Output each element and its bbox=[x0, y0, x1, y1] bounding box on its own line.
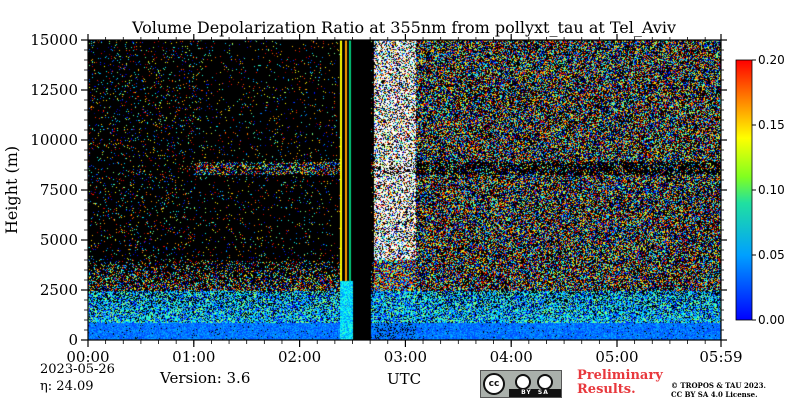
badge-strip: BY SA bbox=[509, 389, 561, 397]
colorbar-ticks: 0.00 0.05 0.10 0.15 0.20 bbox=[752, 53, 785, 327]
x-tick-label: 05:00 bbox=[595, 348, 638, 366]
license-note: © TROPOS & TAU 2023. CC BY SA 4.0 Licens… bbox=[671, 381, 766, 399]
preliminary-note: Preliminary Results. bbox=[577, 369, 663, 397]
y-axis-label: Height (m) bbox=[2, 146, 21, 234]
x-tick-label: 01:00 bbox=[172, 348, 215, 366]
license-line-2: CC BY SA 4.0 License. bbox=[671, 390, 758, 399]
colorbar-tick-label: 0.10 bbox=[758, 183, 785, 197]
x-tick-label: 04:00 bbox=[490, 348, 533, 366]
y-tick-label: 5000 bbox=[40, 231, 78, 249]
cc-by-sa-badge: cc BY SA bbox=[480, 370, 562, 398]
version-label: Version: 3.6 bbox=[160, 369, 251, 387]
x-tick-label: 00:00 bbox=[66, 348, 109, 366]
colorbar-tick-label: 0.00 bbox=[758, 313, 785, 327]
sa-icon bbox=[537, 374, 553, 390]
date-label: 2023-05-26 bbox=[40, 362, 115, 377]
eta-label: η: 24.09 bbox=[40, 379, 94, 394]
y-tick-label: 2500 bbox=[40, 281, 78, 299]
by-icon bbox=[515, 374, 531, 390]
colorbar-tick-label: 0.05 bbox=[758, 248, 785, 262]
y-tick-label: 10000 bbox=[30, 131, 78, 149]
x-tick-label: 05:59 bbox=[699, 348, 742, 366]
y-tick-label: 15000 bbox=[30, 31, 78, 49]
cc-icon: cc bbox=[483, 373, 505, 395]
colorbar-gradient bbox=[735, 59, 753, 321]
license-line-1: © TROPOS & TAU 2023. bbox=[671, 381, 766, 390]
colorbar: 0.00 0.05 0.10 0.15 0.20 bbox=[735, 53, 785, 327]
preliminary-line-2: Results. bbox=[577, 382, 636, 397]
x-axis: 00:00 01:00 02:00 03:00 04:00 05:00 05:59 bbox=[66, 34, 743, 366]
colorbar-tick-label: 0.15 bbox=[758, 118, 785, 132]
colorbar-tick-label: 0.20 bbox=[758, 53, 785, 67]
y-axis: 0 2500 5000 7500 10000 12500 15000 bbox=[30, 31, 727, 349]
chart-title: Volume Depolarization Ratio at 355nm fro… bbox=[131, 18, 676, 37]
y-tick-label: 12500 bbox=[30, 81, 78, 99]
y-tick-label: 0 bbox=[68, 331, 78, 349]
x-tick-label: 02:00 bbox=[278, 348, 321, 366]
heatmap-image bbox=[88, 40, 721, 340]
preliminary-line-1: Preliminary bbox=[577, 368, 663, 383]
x-tick-label: 03:00 bbox=[384, 348, 427, 366]
y-tick-label: 7500 bbox=[40, 181, 78, 199]
x-axis-label: UTC bbox=[387, 370, 421, 388]
plot-area bbox=[87, 39, 722, 341]
